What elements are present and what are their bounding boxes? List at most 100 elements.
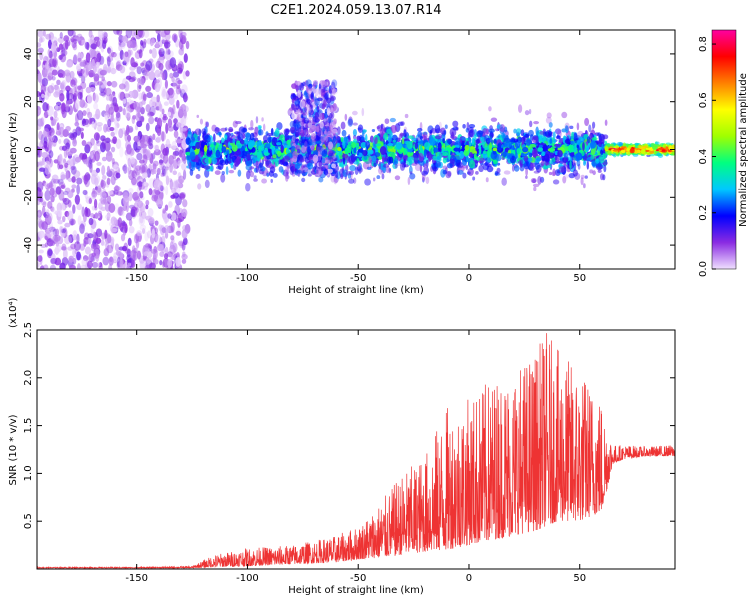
spectrogram-cell (351, 141, 356, 149)
spectrogram-cell (235, 120, 242, 125)
spectrogram-cell (143, 69, 150, 77)
spectrogram-cell (197, 166, 201, 172)
spectrogram-cell (350, 153, 356, 163)
spectrogram-cell (386, 128, 392, 135)
spectrogram-cell (342, 169, 348, 178)
spectrogram-cell (376, 126, 380, 130)
spectrogram-cell (83, 159, 89, 165)
spectrogram-cell (543, 144, 548, 152)
spectrogram-cell (130, 157, 136, 165)
spectrogram-cell (312, 85, 316, 94)
spectrogram-cell (256, 151, 263, 156)
spectrogram-cell (336, 126, 341, 136)
spectrogram-cell (110, 216, 117, 225)
spectrogram-cell (107, 118, 112, 128)
spectrogram-cell (533, 121, 540, 125)
spectrogram-cell (564, 122, 570, 131)
spectrogram-cell (489, 132, 495, 138)
spectrogram-cell (126, 258, 133, 264)
spectrogram-cell (576, 122, 580, 131)
spectrogram-cell (110, 67, 117, 75)
spectrogram-cell (489, 163, 492, 167)
spectrogram-cell (67, 190, 74, 199)
spectrogram-cell (154, 258, 159, 265)
spectrogram-cell (56, 122, 60, 131)
spectrogram-cell (58, 43, 64, 50)
spectrogram-cell (500, 144, 505, 149)
spectrogram-cell (546, 164, 552, 169)
spectrogram-cell (182, 130, 188, 139)
spectrogram-cell (181, 229, 188, 239)
spectrogram-cell (81, 67, 89, 78)
spectrogram-cell (48, 212, 53, 223)
spectrogram-cell (77, 91, 83, 100)
spectrogram-cell (272, 154, 277, 159)
spectrogram-cell (100, 179, 106, 189)
spectrogram-cell (94, 94, 99, 103)
spectrogram-cell (404, 113, 409, 119)
spectrogram-cell (101, 76, 106, 82)
spectrogram-cell (185, 137, 192, 145)
spectrogram-cell (328, 152, 334, 160)
spectrogram-cell (131, 30, 136, 38)
spectrogram-cell (423, 149, 427, 158)
spectrogram-cell (93, 198, 98, 209)
spectrogram-cell (172, 242, 178, 253)
spectrogram-cell (170, 221, 175, 233)
spectrogram-cell (163, 253, 169, 260)
spectrogram-cell (145, 247, 151, 253)
spectrogram-cell (139, 202, 146, 213)
spectrogram-cell (173, 111, 180, 119)
spectrogram-cell (117, 189, 121, 197)
spectrogram-cell (119, 260, 126, 269)
spectrogram-cell (597, 169, 602, 173)
spectrogram-cell (111, 157, 115, 165)
spectrogram-cell (263, 155, 267, 162)
spectrogram-cell (125, 75, 132, 80)
spectrogram-cell (93, 73, 100, 82)
spectrogram-cell (90, 173, 97, 185)
spectrogram-cell (133, 233, 139, 244)
spectrogram-cell (600, 149, 604, 155)
spectrogram-cell (115, 138, 122, 150)
spectrogram-cell (44, 61, 50, 69)
spectrogram-cell (254, 126, 259, 135)
spectrogram-cell (171, 33, 178, 42)
spectrogram-cell (93, 132, 101, 141)
spectrogram-cell (161, 108, 165, 115)
spectrogram-cell (261, 178, 268, 184)
spectrogram-cell (488, 128, 495, 134)
spectrogram-cell (442, 151, 449, 157)
spectrogram-cell (168, 201, 173, 208)
spectrogram-cell (161, 35, 166, 44)
spectrogram-cell (357, 148, 364, 153)
spectrogram-cell (51, 69, 58, 76)
spectrogram-cell (156, 198, 164, 208)
spectrogram-cell (260, 166, 266, 172)
spectrogram-cell (272, 172, 278, 178)
spectrogram-cell (469, 160, 476, 169)
spectrogram-cell (87, 111, 93, 119)
spectrogram-cell (37, 142, 40, 147)
spectrogram-cell (165, 47, 171, 55)
spectrogram-cell (37, 105, 42, 117)
spectrogram-cell (145, 204, 149, 210)
spectrogram-cell (155, 30, 161, 34)
spectrogram-cell (90, 224, 94, 235)
spectrogram-cell (72, 204, 76, 214)
spectrogram-cell (154, 79, 158, 84)
spectrogram-cell (501, 132, 506, 139)
spectrogram-cell (299, 136, 303, 143)
spectrogram-cell (91, 190, 98, 198)
spectrogram-cell (68, 255, 75, 263)
spectrogram-cell (123, 163, 128, 175)
spectrogram-cell (124, 51, 129, 58)
spectrogram-cell (106, 177, 111, 186)
spectrogram-cell (114, 116, 119, 127)
spectrogram-cell (72, 230, 78, 241)
spectrogram-cell (74, 156, 82, 163)
spectrogram-cell (185, 70, 190, 77)
spectrogram-cell (91, 121, 95, 128)
spectrogram-cell (62, 197, 70, 205)
spectrogram-cell (67, 30, 74, 37)
